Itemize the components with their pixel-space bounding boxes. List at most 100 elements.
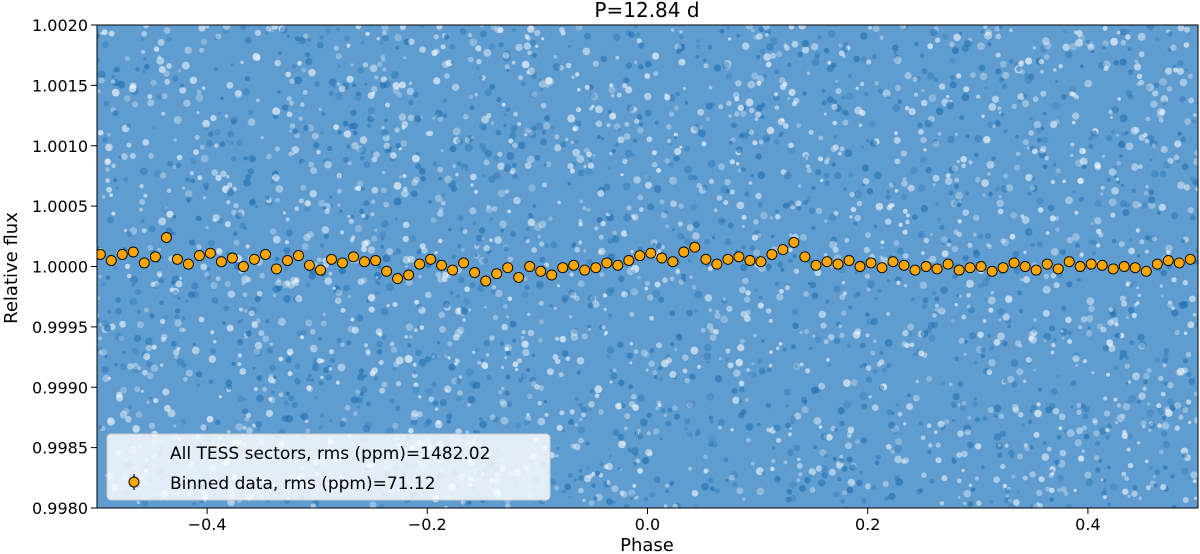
raw-flux-point: [311, 364, 319, 372]
raw-flux-point: [1128, 394, 1137, 403]
raw-flux-point: [97, 70, 106, 79]
raw-flux-point: [668, 111, 675, 117]
raw-flux-point: [385, 283, 394, 292]
raw-flux-point: [283, 247, 291, 254]
raw-flux-point: [1038, 476, 1045, 483]
raw-flux-point: [1170, 474, 1175, 479]
raw-flux-point: [476, 430, 480, 435]
raw-flux-point: [1095, 441, 1100, 447]
raw-flux-point: [825, 433, 833, 441]
raw-flux-point: [500, 400, 508, 408]
raw-flux-point: [666, 139, 672, 144]
raw-flux-point: [558, 372, 564, 378]
raw-flux-point: [823, 434, 829, 440]
raw-flux-point: [858, 123, 863, 128]
raw-flux-point: [148, 152, 155, 159]
raw-flux-point: [474, 92, 478, 97]
raw-flux-point: [1150, 100, 1158, 108]
raw-flux-point: [902, 177, 907, 182]
raw-flux-point: [961, 93, 970, 102]
raw-flux-point: [1119, 114, 1128, 123]
raw-flux-point: [97, 57, 101, 64]
raw-flux-point: [1061, 336, 1065, 340]
raw-flux-point: [949, 81, 957, 89]
raw-flux-point: [725, 358, 729, 362]
raw-flux-point: [717, 425, 723, 430]
raw-flux-point: [655, 406, 660, 410]
raw-flux-point: [303, 125, 308, 130]
raw-flux-point: [1036, 197, 1044, 205]
raw-flux-point: [999, 60, 1007, 68]
raw-flux-point: [938, 83, 946, 90]
raw-flux-point: [666, 124, 672, 130]
raw-flux-point: [1080, 403, 1086, 409]
raw-flux-point: [743, 315, 751, 322]
raw-flux-point: [918, 350, 925, 357]
raw-flux-point: [399, 25, 406, 31]
raw-flux-point: [506, 315, 510, 319]
raw-flux-point: [111, 88, 120, 97]
raw-flux-point: [837, 407, 845, 415]
raw-flux-point: [525, 239, 530, 244]
raw-flux-point: [674, 413, 680, 420]
raw-flux-point: [856, 291, 861, 297]
raw-flux-point: [1022, 100, 1030, 108]
raw-flux-point: [725, 73, 732, 80]
raw-flux-point: [726, 305, 733, 312]
raw-flux-point: [412, 362, 417, 367]
raw-flux-point: [776, 293, 784, 301]
binned-point: [403, 269, 415, 281]
y-tick-label: 1.0015: [32, 76, 88, 95]
raw-flux-point: [811, 226, 816, 231]
raw-flux-point: [1126, 316, 1129, 319]
raw-flux-point: [1040, 90, 1047, 97]
raw-flux-point: [131, 282, 135, 287]
raw-flux-point: [520, 335, 525, 340]
raw-flux-point: [460, 499, 466, 505]
raw-flux-point: [497, 151, 503, 157]
raw-flux-point: [468, 501, 472, 505]
raw-flux-point: [662, 277, 668, 283]
raw-flux-point: [565, 137, 569, 142]
raw-flux-point: [333, 124, 339, 131]
raw-flux-point: [351, 326, 359, 334]
raw-flux-point: [792, 253, 797, 259]
raw-flux-point: [598, 409, 604, 415]
raw-flux-point: [558, 65, 565, 71]
raw-flux-point: [436, 341, 441, 345]
raw-flux-point: [761, 339, 765, 343]
raw-flux-point: [1120, 40, 1127, 46]
raw-flux-point: [500, 365, 505, 370]
y-axis-ticks: 0.99800.99850.99900.99951.00001.00051.00…: [32, 16, 97, 518]
raw-flux-point: [1029, 445, 1034, 450]
raw-flux-point: [1125, 281, 1132, 287]
raw-flux-point: [1106, 372, 1111, 377]
raw-flux-point: [753, 333, 757, 338]
raw-flux-point: [366, 401, 371, 407]
raw-flux-point: [939, 501, 945, 506]
raw-flux-point: [456, 359, 461, 363]
raw-flux-point: [952, 274, 958, 280]
raw-flux-point: [854, 271, 858, 275]
raw-flux-point: [610, 93, 615, 98]
raw-flux-point: [886, 278, 891, 283]
raw-flux-point: [844, 237, 850, 243]
raw-flux-point: [826, 157, 831, 161]
raw-flux-point: [419, 25, 425, 28]
raw-flux-point: [663, 210, 669, 215]
raw-flux-point: [303, 125, 310, 132]
raw-flux-point: [1038, 58, 1045, 65]
raw-flux-point: [444, 73, 450, 79]
raw-flux-point: [987, 41, 992, 47]
binned-point: [953, 264, 965, 276]
raw-flux-point: [1169, 404, 1176, 412]
raw-flux-point: [337, 188, 342, 194]
raw-flux-point: [456, 137, 464, 145]
raw-flux-point: [1043, 332, 1052, 341]
raw-flux-point: [191, 346, 200, 355]
raw-flux-point: [527, 218, 536, 227]
raw-flux-point: [645, 448, 653, 457]
raw-flux-point: [799, 233, 807, 241]
raw-flux-point: [555, 358, 561, 365]
raw-flux-point: [628, 384, 633, 390]
